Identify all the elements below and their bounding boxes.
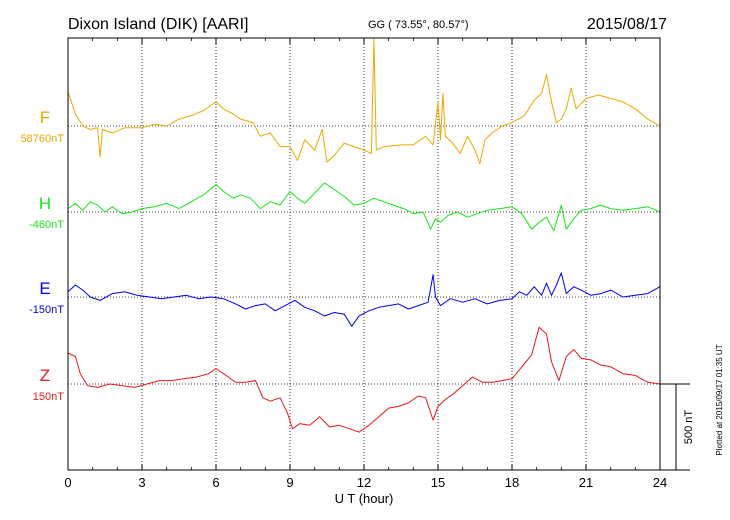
plot-grid — [68, 38, 660, 470]
x-tick-label: 12 — [357, 475, 371, 490]
series-baseline-e: -150nT — [29, 304, 64, 316]
scale-bar-label: 500 nT — [683, 410, 695, 445]
plotted-at-note: Plotted at 2015/09/17 01:35 UT — [715, 344, 724, 455]
x-tick-label: 0 — [64, 475, 71, 490]
series-name-e: E — [39, 279, 50, 298]
x-tick-label: 15 — [431, 475, 445, 490]
station-coords: GG ( 73.55°, 80.57°) — [368, 19, 469, 31]
x-tick-label: 6 — [212, 475, 219, 490]
x-tick-label: 9 — [286, 475, 293, 490]
x-tick-label: 21 — [579, 475, 593, 490]
series-name-z: Z — [40, 366, 50, 385]
plot-date: 2015/08/17 — [587, 16, 667, 33]
series-baseline-h: -460nT — [29, 219, 64, 231]
scale-bar: 500 nT — [660, 383, 695, 471]
series-name-f: F — [40, 108, 50, 127]
series-line-f — [67, 38, 661, 165]
series-line-z — [67, 326, 661, 433]
x-tick-labels: 0 3 6 9 12 15 18 21 24 — [64, 38, 667, 490]
station-title: Dixon Island (DIK) [AARI] — [68, 16, 249, 33]
series-layer — [67, 38, 661, 433]
series-baseline-f: 58760nT — [21, 133, 65, 145]
series-name-h: H — [39, 194, 51, 213]
x-tick-label: 18 — [505, 475, 519, 490]
x-tick-label: 3 — [138, 475, 145, 490]
x-axis-label: U T (hour) — [335, 491, 394, 506]
series-line-h — [67, 182, 661, 232]
series-labels: F 58760nT H -460nT E -150nT Z 150nT — [21, 108, 65, 403]
series-line-e — [67, 272, 661, 327]
series-baseline-z: 150nT — [33, 391, 64, 403]
x-tick-label: 24 — [653, 475, 667, 490]
